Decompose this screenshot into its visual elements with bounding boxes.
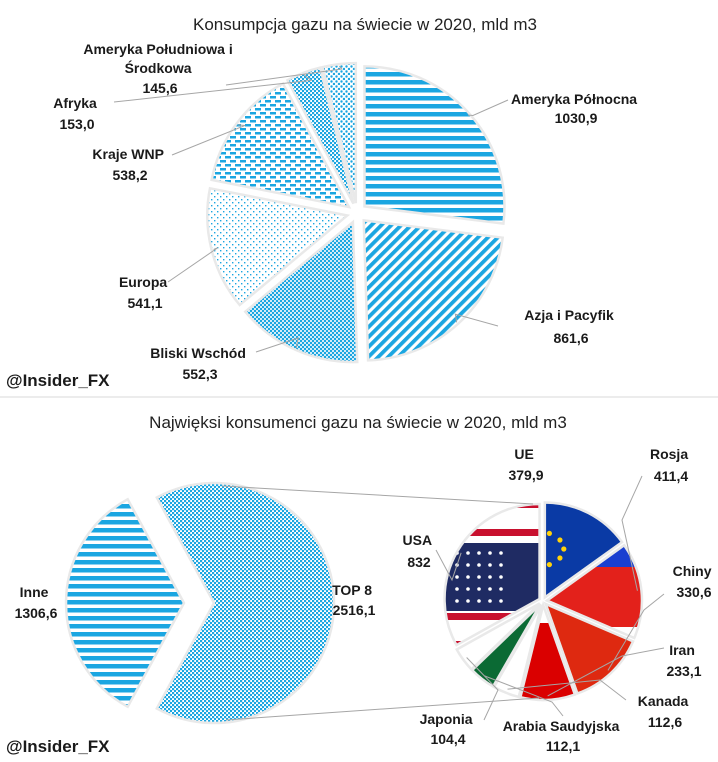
connector-bottom xyxy=(225,697,540,721)
slice-iran xyxy=(518,600,577,702)
label-top8: TOP 8 2516,1 xyxy=(332,582,376,618)
label-ue: UE 379,9 xyxy=(508,446,543,483)
pie-chart-top8-breakdown xyxy=(443,501,644,702)
leader-usa xyxy=(435,549,462,582)
slice-ameryka-poludniowa-i-srodkowa xyxy=(321,61,358,204)
slice-usa xyxy=(443,502,541,647)
label-kanada: Kanada 112,6 xyxy=(638,693,692,730)
connector-top xyxy=(221,485,534,505)
leader-afryka xyxy=(113,74,313,103)
slice-rosja xyxy=(544,543,644,640)
slice-azja-i-pacyfik xyxy=(362,218,505,362)
leader-bliski-wschod xyxy=(255,337,299,353)
leader-kraje-wnp xyxy=(171,124,246,156)
leader-chiny xyxy=(607,593,665,671)
label-bliski-wschod: Bliski Wschód 552,3 xyxy=(150,345,250,382)
label-usa: USA 832 xyxy=(403,532,436,570)
slice-kraje-wnp xyxy=(210,81,352,209)
slice-bliski-wschod xyxy=(243,219,359,364)
leader-ameryka-poludniowa-i-srodkowa xyxy=(225,65,343,86)
label-iran: Iran 233,1 xyxy=(666,642,701,679)
slice-afryka xyxy=(285,66,355,205)
label-arabia-saudyjska: Arabia Saudyjska 112,1 xyxy=(503,718,624,754)
label-ameryka-poludniowa: Ameryka Południowa i Środkowa 145,6 xyxy=(83,41,236,96)
slice-ue xyxy=(543,501,624,600)
label-kraje-wnp: Kraje WNP 538,2 xyxy=(92,146,167,183)
label-afryka: Afryka 153,0 xyxy=(53,95,100,132)
pie-chart-top8-vs-other xyxy=(64,481,336,725)
pie-chart-2-labels: Inne 1306,6 TOP 8 2516,1 UE 379,9 Rosja … xyxy=(15,446,716,754)
leader-arabia-saudyjska xyxy=(484,675,564,717)
label-azja-i-pacyfik: Azja i Pacyfik 861,6 xyxy=(524,307,617,346)
chart-1-title: Konsumpcja gazu na świecie w 2020, mld m… xyxy=(193,15,537,34)
pie-chart-regions-labels: Ameryka Północna 1030,9 Azja i Pacyfik 8… xyxy=(53,41,641,382)
chart-2-title: Najwięksi konsumenci gazu na świecie w 2… xyxy=(149,413,567,432)
label-ameryka-polnocna: Ameryka Północna 1030,9 xyxy=(511,91,641,126)
watermark-handle-top: @Insider_FX xyxy=(6,371,110,390)
pie-chart-regions xyxy=(206,61,506,364)
slice-europa xyxy=(206,186,351,307)
slice-japonia xyxy=(455,602,541,672)
slice-top-8 xyxy=(155,481,336,725)
leader-europa xyxy=(167,247,219,283)
leader-japonia xyxy=(466,657,499,721)
leader-rosja xyxy=(621,475,643,591)
watermark-handle-bottom: @Insider_FX xyxy=(6,737,110,756)
slice-ameryka-polnocna xyxy=(363,65,506,226)
label-rosja: Rosja 411,4 xyxy=(650,446,692,484)
leader-azja-i-pacyfik xyxy=(454,313,499,327)
slice-chiny xyxy=(543,601,635,696)
leader-kanada xyxy=(507,679,627,701)
label-inne: Inne 1306,6 xyxy=(15,584,58,621)
slice-inne xyxy=(64,497,186,709)
leader-ameryka-polnocna xyxy=(467,99,509,117)
label-europa: Europa 541,1 xyxy=(119,274,171,311)
label-japonia: Japonia 104,4 xyxy=(420,711,477,747)
label-chiny: Chiny 330,6 xyxy=(673,563,716,600)
